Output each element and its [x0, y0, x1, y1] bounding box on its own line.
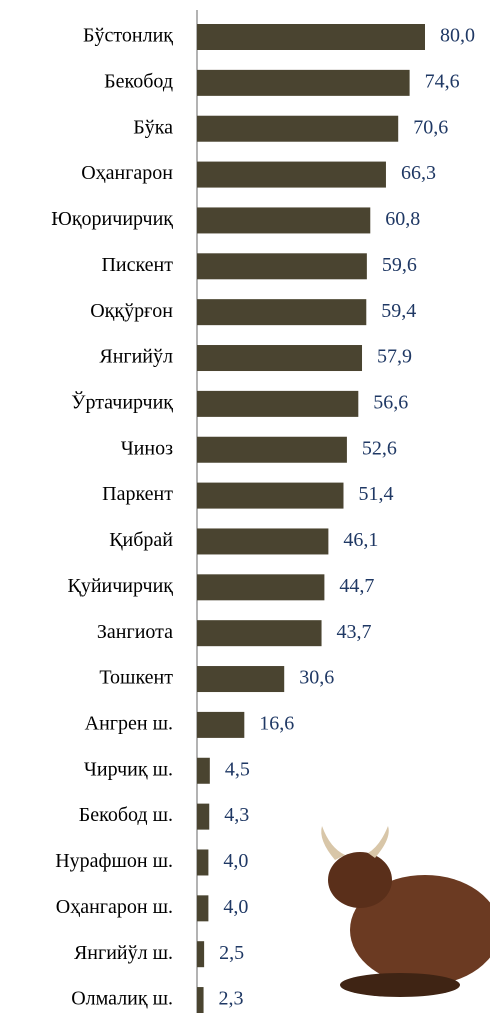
bar	[197, 666, 284, 692]
value-label: 59,4	[381, 300, 416, 322]
value-label: 80,0	[440, 25, 475, 47]
category-label: Олмалиқ ш.	[71, 988, 173, 1010]
category-label: Тошкент	[99, 667, 173, 689]
category-label: Оҳангарон ш.	[56, 896, 173, 918]
bar	[197, 528, 328, 554]
bar	[197, 987, 204, 1013]
bar	[197, 849, 208, 875]
value-label: 60,8	[385, 208, 420, 230]
bar	[197, 620, 322, 646]
value-label: 4,5	[225, 758, 250, 780]
category-label: Бекобод	[104, 70, 173, 92]
category-label: Бўка	[133, 116, 173, 138]
category-label: Юқоричирчиқ	[51, 208, 173, 230]
bar	[197, 24, 425, 50]
chart: Бўстонлиқ 80,0 Бекобод 74,6 Бўка 70,6 Оҳангаро…	[0, 0, 490, 1013]
category-label: Оққўрғон	[90, 300, 173, 322]
value-label: 57,9	[377, 346, 412, 368]
bar	[197, 391, 358, 417]
bar	[197, 941, 204, 967]
bar	[197, 299, 366, 325]
bar	[197, 895, 208, 921]
value-label: 51,4	[358, 483, 393, 505]
category-label: Оҳангарон	[81, 162, 173, 184]
value-label: 2,3	[219, 988, 244, 1010]
category-label: Чиноз	[121, 437, 173, 459]
value-label: 59,6	[382, 254, 417, 276]
value-label: 30,6	[299, 667, 334, 689]
value-label: 52,6	[362, 437, 397, 459]
category-label: Пискент	[101, 254, 173, 276]
category-label: Бўстонлиқ	[83, 25, 173, 47]
value-label: 43,7	[337, 621, 372, 643]
bar	[197, 483, 343, 509]
value-label: 16,6	[259, 712, 294, 734]
bar	[197, 758, 210, 784]
bar	[197, 207, 370, 233]
category-label: Қибрай	[109, 529, 173, 551]
value-label: 44,7	[339, 575, 374, 597]
bar	[197, 437, 347, 463]
bar	[197, 70, 410, 96]
bar	[197, 804, 209, 830]
category-label: Паркент	[102, 483, 173, 505]
bar	[197, 116, 398, 142]
value-label: 46,1	[343, 529, 378, 551]
value-label: 4,0	[223, 850, 248, 872]
value-label: 2,5	[219, 942, 244, 964]
bar	[197, 574, 324, 600]
bar	[197, 345, 362, 371]
category-label: Бекобод ш.	[79, 804, 173, 826]
bull-illustration	[321, 826, 490, 997]
value-label: 4,0	[223, 896, 248, 918]
category-label: Янгийўл	[99, 346, 173, 368]
bar	[197, 162, 386, 188]
bar	[197, 712, 244, 738]
category-label: Ангрен ш.	[85, 712, 173, 734]
category-label: Чирчиқ ш.	[84, 758, 173, 780]
category-label: Қуйичирчиқ	[68, 575, 174, 597]
value-label: 4,3	[224, 804, 249, 826]
category-label: Ўртачирчиқ	[71, 390, 173, 413]
value-label: 56,6	[373, 391, 408, 413]
category-label: Зангиота	[97, 621, 173, 643]
value-label: 70,6	[413, 116, 448, 138]
value-label: 74,6	[425, 70, 460, 92]
value-label: 66,3	[401, 162, 436, 184]
bar	[197, 253, 367, 279]
category-label: Нурафшон ш.	[55, 850, 173, 872]
category-label: Янгийўл ш.	[74, 942, 173, 964]
